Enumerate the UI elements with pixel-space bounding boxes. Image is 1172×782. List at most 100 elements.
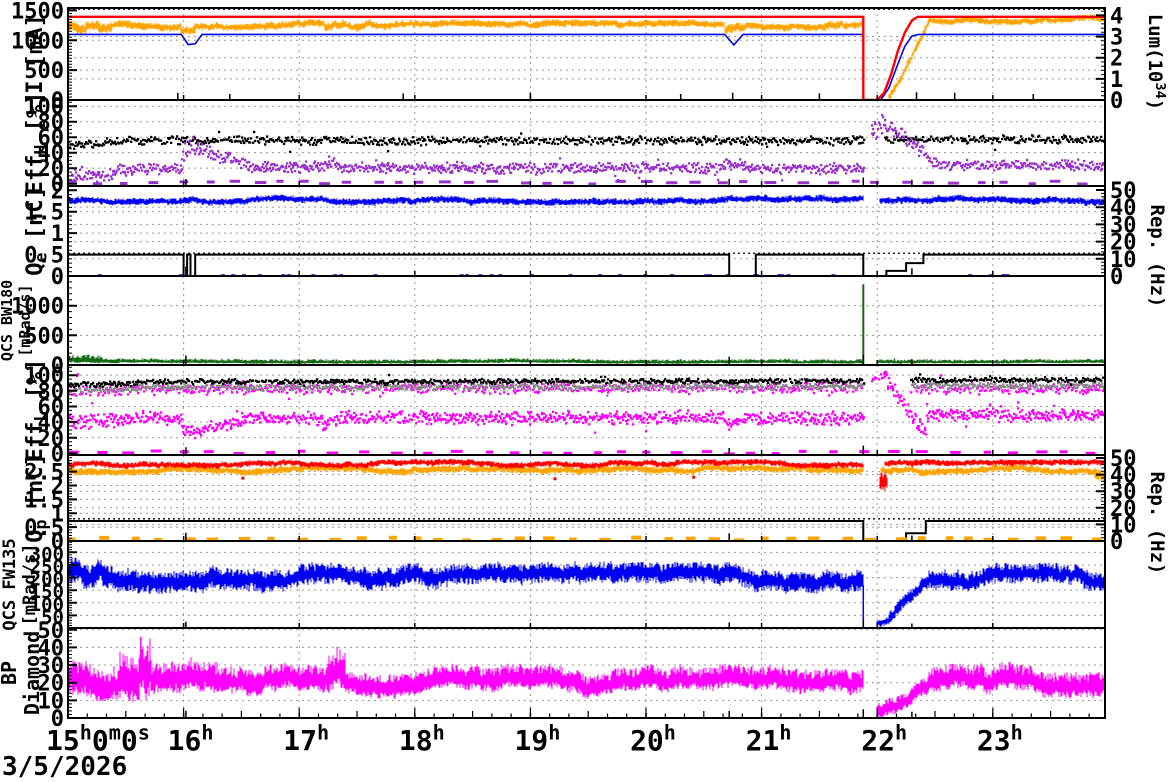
series-step [68, 253, 1105, 276]
x-tick-label: 18h [399, 720, 445, 757]
series-step [68, 520, 1105, 541]
x-tick-label: 15h0m0s [46, 720, 150, 757]
y-tick-label: 2 [51, 179, 64, 204]
series-band [68, 14, 1105, 100]
y-tick-label: 0 [51, 265, 64, 290]
y-tick-label: 50 [38, 619, 65, 644]
x-tick-label: 19h [514, 720, 560, 757]
series-spikes [185, 354, 913, 365]
y-tick-label: 0.5 [24, 244, 64, 269]
y-tick-label: 40 [38, 411, 65, 436]
right-tick-label: 10 [1110, 513, 1137, 538]
panel-title-bp-diamond: Diamond [20, 631, 44, 715]
y-tick-label: 500 [24, 59, 64, 84]
panel-title-qcs-bw180: QCS BW180 [0, 280, 16, 361]
y-tick-label: 20 [38, 427, 65, 452]
y-tick-label: 60 [38, 395, 65, 420]
series-scatter [68, 370, 1105, 440]
panel-title-eff-ler: EffL [%] [23, 359, 50, 462]
right-tick-label: 50 [1110, 179, 1137, 204]
panel-title-bp-diamond: BP [0, 661, 21, 685]
y-tick-label: 1.5 [24, 488, 64, 513]
series-scatter [68, 373, 1105, 389]
right-axis-title: Lum(1034) [1144, 14, 1168, 111]
right-tick-label: 20 [1110, 497, 1137, 522]
y-tick-label: 30 [38, 654, 65, 679]
series-band [68, 194, 1105, 206]
panel-title-charge-positron: Qp [nC] [23, 453, 50, 542]
x-tick-label: 16h [168, 720, 214, 757]
y-tick-label: 300 [30, 543, 64, 565]
y-tick-label: 500 [24, 324, 64, 349]
y-tick-label: 200 [30, 569, 64, 591]
time-axis-ticks [67, 708, 1090, 718]
y-tick-label: 0 [51, 354, 64, 379]
right-tick-label: 2 [1110, 47, 1123, 72]
y-tick-label: 0.5 [24, 516, 64, 541]
y-tick-label: 40 [38, 142, 65, 167]
panel-title-qcs-bw180: [mRad/s] [16, 284, 34, 356]
right-tick-label: 20 [1110, 231, 1137, 256]
right-tick-label: 40 [1110, 196, 1137, 221]
x-tick-label: 21h [746, 720, 792, 757]
y-tick-label: 60 [38, 126, 65, 151]
date-label: 3/5/2026 [2, 752, 128, 782]
right-tick-label: 30 [1110, 213, 1137, 238]
y-tick-label: 250 [30, 556, 64, 578]
series-scatter [68, 130, 1105, 153]
series-scatter [68, 113, 1105, 185]
right-tick-label: 1 [1110, 68, 1123, 93]
right-tick-label: 4 [1110, 4, 1123, 29]
y-tick-label: 100 [24, 364, 64, 389]
x-tick-label: 20h [630, 720, 676, 757]
panel-charge-electron [68, 186, 1105, 276]
y-tick-label: 20 [38, 157, 65, 182]
series-spikes [185, 620, 913, 628]
right-tick-label: 3 [1110, 26, 1123, 51]
y-tick-label: 1 [51, 222, 64, 247]
y-tick-label: 0 [51, 89, 64, 114]
panel-title-charge-electron: Qe [nC] [23, 186, 50, 275]
series-spikes [185, 445, 913, 455]
series-spikes [185, 177, 913, 186]
right-tick-label: 10 [1110, 248, 1137, 273]
right-axis-title: Rep. (Hz) [1146, 205, 1168, 308]
right-tick-label: 0 [1110, 530, 1123, 555]
right-tick-label: 50 [1110, 447, 1137, 472]
y-tick-label: 1000 [11, 29, 64, 54]
y-tick-label: 0 [51, 530, 64, 555]
y-tick-label: 1 [51, 502, 64, 527]
y-tick-label: 80 [38, 380, 65, 405]
series-scatter [68, 378, 1105, 397]
panel-title-beam-current: I [mA] [23, 14, 48, 93]
y-tick-label: 100 [30, 594, 64, 616]
panel-title-eff-her: EffH [%] [23, 92, 50, 195]
right-tick-label: 40 [1110, 464, 1137, 489]
panel-title-qcs-fw135: [mRad/s] [20, 544, 40, 626]
series-band [68, 458, 1105, 491]
series-spikes [185, 263, 913, 276]
y-tick-label: 50 [41, 606, 64, 628]
series-spikes [185, 709, 913, 718]
y-tick-label: 0 [51, 442, 64, 467]
y-tick-label: 1000 [11, 295, 64, 320]
panel-border [67, 627, 1106, 719]
panel-beam-current [68, 8, 1105, 100]
x-tick-label: 23h [977, 720, 1023, 757]
y-tick-label: 2.5 [24, 461, 64, 486]
y-tick-label: 1500 [11, 0, 64, 24]
series-spikes [185, 531, 913, 541]
y-tick-label: 80 [38, 111, 65, 136]
y-tick-label: 40 [38, 636, 65, 661]
right-axis-title: Rep. (Hz) [1146, 472, 1168, 575]
panel-qcs-bw180 [68, 276, 1105, 365]
series-band [68, 463, 1105, 483]
y-tick-label: 1.5 [24, 201, 64, 226]
panel-charge-positron [68, 455, 1105, 541]
panel-eff-ler [68, 365, 1105, 455]
x-tick-label: 17h [283, 720, 329, 757]
series-spikes [140, 636, 798, 683]
y-tick-label: 20 [38, 672, 65, 697]
